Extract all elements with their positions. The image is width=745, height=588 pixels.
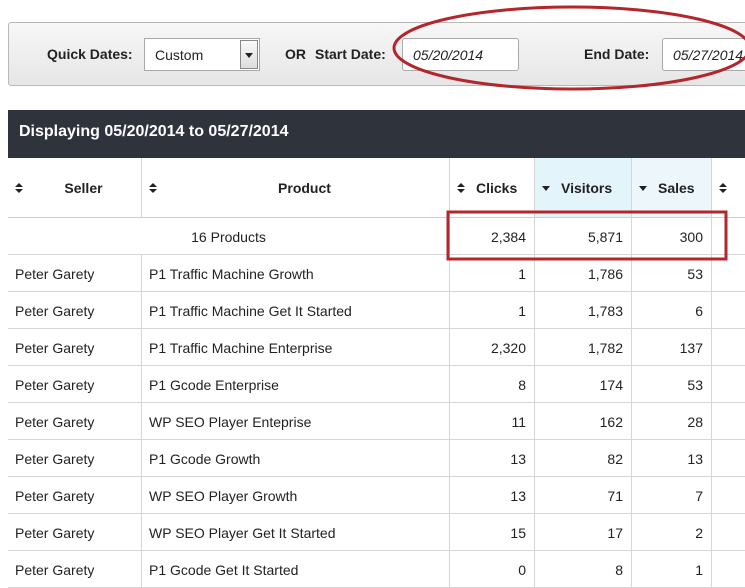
number-cell: 13 [450, 477, 535, 514]
cell [712, 514, 745, 551]
column-header[interactable] [712, 158, 745, 218]
number-cell: 1,782 [535, 329, 632, 366]
header-label: Clicks [476, 180, 518, 196]
number-cell: 15 [450, 514, 535, 551]
cell [712, 329, 745, 366]
summary-value: 5,871 [535, 218, 632, 255]
number-cell: 2,320 [450, 329, 535, 366]
text-cell: WP SEO Player Growth [142, 477, 450, 514]
text-cell: WP SEO Player Get It Started [142, 514, 450, 551]
text-cell: Peter Garety [8, 440, 142, 477]
sort-icon [542, 186, 550, 191]
start-date-input[interactable]: 05/20/2014 [402, 38, 519, 71]
summary-cell [712, 218, 745, 255]
column-header[interactable]: Visitors [535, 158, 632, 218]
cell [712, 255, 745, 292]
text-cell: P1 Gcode Enterprise [142, 366, 450, 403]
column-header[interactable]: Sales [632, 158, 712, 218]
dropdown-button[interactable] [240, 40, 258, 69]
number-cell: 11 [450, 403, 535, 440]
number-cell: 2 [632, 514, 712, 551]
sort-icon [719, 183, 727, 193]
text-cell: Peter Garety [8, 403, 142, 440]
number-cell: 6 [632, 292, 712, 329]
number-cell: 17 [535, 514, 632, 551]
text-cell: Peter Garety [8, 329, 142, 366]
cell [712, 477, 745, 514]
label: Quick Dates: [47, 46, 133, 62]
text-cell: WP SEO Player Enteprise [142, 403, 450, 440]
text-cell: Peter Garety [8, 292, 142, 329]
header-label: Sales [658, 180, 695, 196]
column-header[interactable]: Product [142, 158, 450, 218]
number-cell: 0 [450, 551, 535, 588]
header-label: Product [278, 180, 331, 196]
sort-icon [457, 183, 465, 193]
number-cell: 1 [632, 551, 712, 588]
cell [712, 403, 745, 440]
number-cell: 8 [450, 366, 535, 403]
number-cell: 174 [535, 366, 632, 403]
text-cell: P1 Gcode Growth [142, 440, 450, 477]
select-value: Custom [155, 47, 204, 63]
number-cell: 1,786 [535, 255, 632, 292]
text-cell: Peter Garety [8, 514, 142, 551]
column-header[interactable]: Clicks [450, 158, 535, 218]
number-cell: 1,783 [535, 292, 632, 329]
text-cell: P1 Traffic Machine Get It Started [142, 292, 450, 329]
label: Start Date: [315, 46, 386, 62]
header-label: Visitors [561, 180, 613, 196]
summary-value: 300 [632, 218, 712, 255]
number-cell: 7 [632, 477, 712, 514]
text-cell: P1 Gcode Get It Started [142, 551, 450, 588]
number-cell: 82 [535, 440, 632, 477]
number-cell: 53 [632, 366, 712, 403]
number-cell: 162 [535, 403, 632, 440]
label: OR [285, 46, 306, 62]
cell [712, 551, 745, 588]
input-value: 05/27/2014 [673, 47, 744, 63]
cell [712, 292, 745, 329]
input-value: 05/20/2014 [413, 47, 484, 63]
sort-icon [15, 183, 23, 193]
filter-bar [8, 22, 745, 86]
number-cell: 8 [535, 551, 632, 588]
text-cell: Peter Garety [8, 551, 142, 588]
column-header[interactable]: Seller [8, 158, 142, 218]
text-cell: Peter Garety [8, 477, 142, 514]
cell [712, 366, 745, 403]
number-cell: 137 [632, 329, 712, 366]
number-cell: 28 [632, 403, 712, 440]
arrow [245, 53, 253, 58]
text-cell: P1 Traffic Machine Growth [142, 255, 450, 292]
highlight-ellipse [392, 5, 745, 91]
number-cell: 71 [535, 477, 632, 514]
text-cell: P1 Traffic Machine Enterprise [142, 329, 450, 366]
sort-icon [149, 183, 157, 193]
number-cell: 1 [450, 292, 535, 329]
number-cell: 1 [450, 255, 535, 292]
text-cell: Peter Garety [8, 255, 142, 292]
summary-label: 16 Products [8, 218, 450, 255]
header-label: Seller [64, 180, 103, 196]
table-caption: Displaying 05/20/2014 to 05/27/2014 [8, 110, 745, 158]
text-cell: Peter Garety [8, 366, 142, 403]
number-cell: 53 [632, 255, 712, 292]
cell [712, 440, 745, 477]
label: End Date: [584, 46, 650, 62]
summary-value: 2,384 [450, 218, 535, 255]
number-cell: 13 [632, 440, 712, 477]
sort-icon [639, 186, 647, 191]
number-cell: 13 [450, 440, 535, 477]
